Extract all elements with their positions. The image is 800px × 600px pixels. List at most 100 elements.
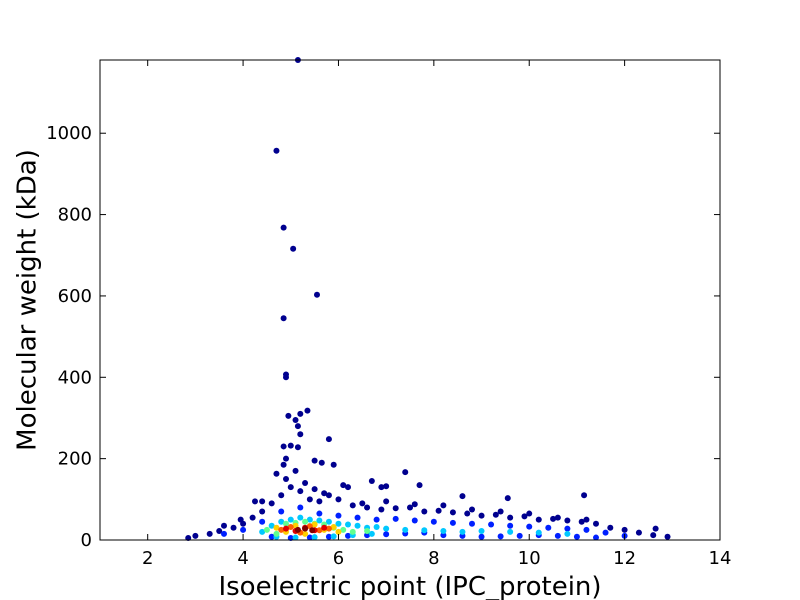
y-tick-label: 1000 (46, 123, 92, 144)
point (459, 528, 466, 535)
point (593, 534, 599, 541)
x-tick-label: 12 (613, 548, 636, 569)
point (280, 461, 287, 468)
point (302, 525, 309, 532)
point (278, 508, 285, 515)
point (292, 417, 299, 423)
point (283, 455, 289, 462)
point (635, 529, 642, 536)
point (294, 423, 301, 430)
point (340, 482, 347, 489)
point (325, 533, 332, 540)
point (392, 505, 399, 512)
point (364, 504, 371, 511)
point (292, 467, 299, 474)
x-tick-label: 2 (142, 548, 153, 569)
y-tick-label: 600 (58, 286, 92, 307)
point (325, 492, 332, 499)
point (564, 517, 571, 524)
point (249, 514, 256, 521)
point (373, 516, 380, 523)
point (283, 374, 289, 381)
point (297, 488, 304, 495)
point (221, 530, 227, 537)
x-tick-label: 4 (237, 548, 248, 569)
point (349, 502, 356, 509)
point (287, 523, 294, 530)
point (469, 520, 475, 527)
point (302, 530, 309, 537)
y-tick-label: 800 (58, 205, 92, 226)
point (354, 514, 361, 521)
point (340, 526, 347, 533)
point (459, 493, 466, 500)
point (311, 457, 318, 464)
point (316, 510, 323, 517)
point (335, 520, 342, 527)
point (516, 532, 523, 539)
point (292, 534, 299, 541)
point (335, 512, 342, 519)
point (273, 147, 280, 154)
point (345, 484, 351, 491)
point (287, 516, 294, 523)
point (583, 516, 590, 523)
y-tick-label: 400 (58, 367, 92, 388)
point (345, 521, 351, 528)
point (573, 533, 580, 540)
point (321, 524, 328, 531)
point (230, 524, 237, 531)
x-axis-label: Isoelectric point (IPC_protein) (218, 572, 601, 600)
point (507, 514, 514, 521)
point (335, 528, 342, 535)
point (330, 523, 337, 530)
point (345, 532, 351, 539)
point (306, 496, 313, 503)
point (507, 528, 514, 535)
point (325, 525, 332, 532)
point (488, 521, 495, 528)
point (335, 496, 342, 503)
point (652, 525, 659, 532)
point (383, 483, 390, 490)
point (287, 442, 294, 449)
point (392, 515, 399, 522)
x-tick-label: 10 (518, 548, 541, 569)
point (278, 492, 285, 499)
point (416, 482, 423, 489)
point (318, 459, 325, 466)
point (554, 532, 561, 539)
point (268, 522, 275, 529)
point (321, 490, 328, 497)
point (259, 528, 266, 535)
point (185, 534, 192, 541)
point (316, 517, 323, 524)
point (302, 480, 309, 487)
point (430, 518, 437, 525)
point (554, 514, 561, 521)
point (526, 523, 533, 530)
point (373, 523, 380, 530)
point (478, 533, 485, 540)
point (192, 532, 199, 539)
point (364, 528, 371, 535)
point (383, 531, 390, 538)
point (411, 517, 418, 524)
point (564, 530, 571, 537)
point (583, 526, 590, 533)
point (650, 532, 657, 539)
point (263, 526, 270, 533)
point (492, 511, 499, 518)
point (359, 500, 366, 507)
point (206, 530, 213, 537)
point (478, 528, 485, 535)
point (316, 498, 323, 505)
point (273, 470, 280, 477)
point (564, 525, 571, 532)
point (368, 530, 375, 537)
point (325, 436, 332, 443)
point (411, 501, 418, 508)
point (497, 508, 504, 515)
point (421, 508, 428, 515)
